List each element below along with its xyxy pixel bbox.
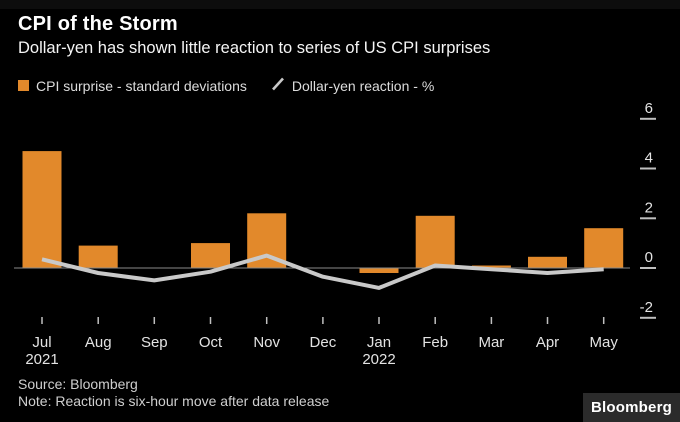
y-axis-label-6: 6	[645, 100, 653, 117]
legend-label-dollar-yen: Dollar-yen reaction - %	[291, 77, 435, 94]
chart-subtitle: Dollar-yen has shown little reaction to …	[18, 39, 491, 57]
x-axis-year-label-2022: 2022	[362, 351, 395, 368]
chart-footer: Source: Bloomberg Note: Reaction is six-…	[18, 376, 329, 410]
legend-item-dollar-yen: Dollar-yen reaction - %	[271, 77, 434, 94]
x-axis-label-may: May	[590, 334, 619, 351]
x-axis-label-oct: Oct	[199, 334, 223, 351]
x-axis-label-apr: Apr	[536, 334, 559, 351]
legend-item-cpi-surprise: CPI surprise - standard deviations	[18, 78, 247, 94]
x-axis-label-aug: Aug	[85, 334, 112, 351]
x-axis-label-feb: Feb	[422, 334, 448, 351]
cpi-surprise-bar-feb	[415, 215, 455, 268]
chart-legend: CPI surprise - standard deviations Dolla…	[18, 77, 434, 94]
top-edge-strip	[0, 0, 680, 9]
legend-label-cpi-surprise: CPI surprise - standard deviations	[36, 77, 247, 94]
bar-swatch-icon	[18, 80, 29, 91]
bloomberg-logo: Bloomberg	[583, 393, 680, 422]
y-axis-label-0: 0	[645, 249, 653, 266]
x-axis-label-jan: Jan	[367, 334, 391, 351]
bloomberg-logo-text: Bloomberg	[591, 399, 672, 416]
note-text: Note: Reaction is six-hour move after da…	[18, 393, 330, 409]
chart-area: 6 4 2 0 -2 Jul 2021 Aug Sep Oct Nov Dec Jan 2022 Feb Ma…	[0, 95, 680, 380]
cpi-surprise-bar-jul	[22, 151, 62, 268]
chart-title: CPI of the Storm	[18, 13, 178, 35]
dollar-yen-reaction-line	[41, 253, 604, 290]
cpi-surprise-bar-mar	[471, 265, 511, 268]
cpi-surprise-bar-apr	[528, 256, 567, 268]
x-axis-label-mar: Mar	[478, 334, 504, 351]
cpi-surprise-bar-oct	[191, 243, 230, 268]
cpi-surprise-bar-jan	[359, 268, 399, 273]
x-axis-label-nov: Nov	[253, 334, 280, 351]
y-axis-label-4: 4	[645, 150, 653, 167]
x-axis-label-sep: Sep	[141, 334, 168, 351]
x-axis-label-jul: Jul	[32, 334, 51, 351]
cpi-surprise-bar-may	[584, 228, 624, 268]
x-axis-label-dec: Dec	[310, 334, 337, 351]
y-axis-label-2: 2	[645, 199, 653, 216]
cpi-surprise-bar-aug	[78, 245, 118, 268]
source-text: Source: Bloomberg	[18, 376, 138, 392]
y-axis-label--2: -2	[640, 299, 653, 316]
line-swatch-icon	[271, 77, 285, 94]
x-axis-year-label-2021: 2021	[25, 351, 58, 368]
